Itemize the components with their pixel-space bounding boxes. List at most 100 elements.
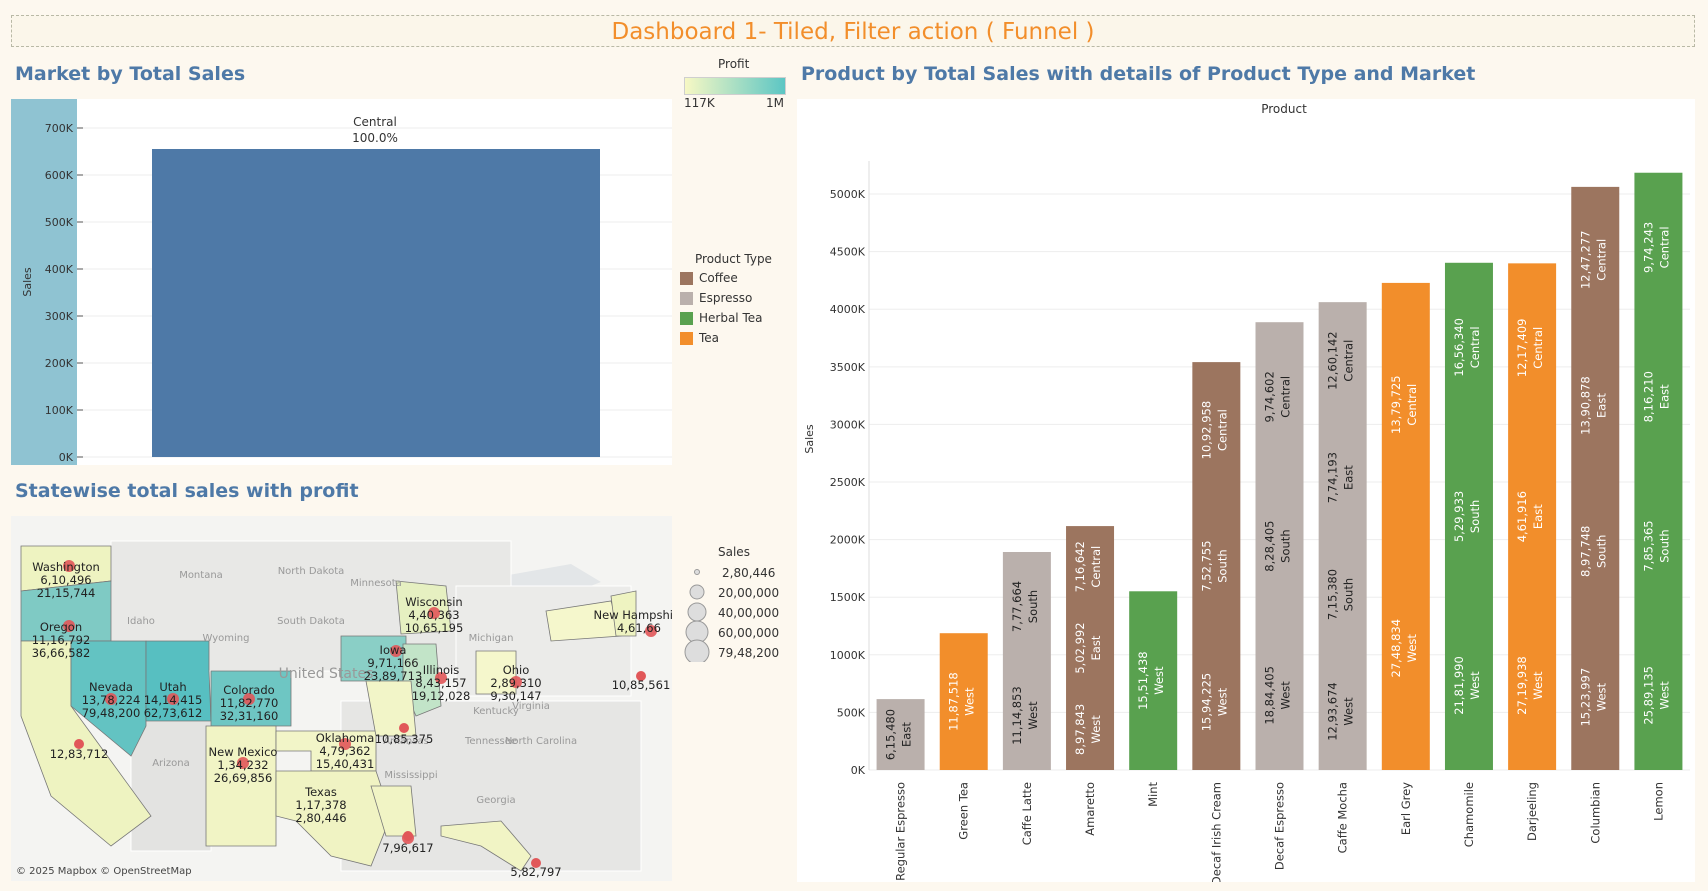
state-sub-label: 23,89,713	[364, 669, 423, 683]
product-bar	[1192, 362, 1241, 770]
market-y-tick-label: 300K	[45, 310, 74, 323]
profit-legend-min: 117K	[684, 96, 715, 110]
x-tick-label: Darjeeling	[1525, 782, 1539, 841]
map-bg-label: Georgia	[476, 795, 515, 806]
segment-market-label: West	[1279, 681, 1293, 710]
segment-market-label: South	[1279, 529, 1293, 562]
state-value-label: 12,83,712	[50, 747, 109, 761]
louisiana-state	[370, 785, 417, 837]
segment-market-label: East	[1531, 504, 1545, 529]
state-sub-label: 15,40,431	[316, 757, 375, 771]
market-bar-share: 100.0%	[352, 131, 398, 145]
state-sub-label: 32,31,160	[220, 709, 279, 723]
state-sales-dot	[243, 693, 255, 705]
market-y-tick-label: 200K	[45, 357, 74, 370]
state-sales-dot	[428, 607, 440, 619]
segment-value-label: 7,15,380	[1326, 569, 1340, 620]
state-name-label: Nevada	[89, 680, 133, 694]
product-chart-panel[interactable]: Product Sales 0K 500K 1000K 1500K 2000K 2500K 30…	[797, 99, 1695, 885]
state-sub-label: 10,65,195	[405, 621, 464, 635]
x-tick-label: Caffe Latte	[1020, 782, 1034, 845]
x-tick-label: Amaretto	[1083, 782, 1097, 836]
segment-value-label: 18,84,405	[1263, 666, 1277, 725]
segment-market-label: West	[1531, 671, 1545, 700]
segment-value-label: 13,79,725	[1389, 375, 1403, 434]
legend-label-espresso: Espresso	[699, 291, 753, 305]
segment-value-label: 7,74,193	[1326, 452, 1340, 503]
segment-value-label: 7,85,365	[1641, 520, 1655, 571]
size-legend-circle-3	[687, 602, 707, 622]
segment-market-label: East	[1089, 635, 1103, 660]
segment-market-label: West	[1089, 715, 1103, 744]
state-sales-label: 11,82,770	[220, 696, 279, 710]
espresso-swatch	[680, 292, 693, 305]
segment-value-label: 15,23,997	[1578, 668, 1592, 727]
segment-market-label: East	[1594, 393, 1608, 418]
legend-label-tea: Tea	[699, 331, 720, 345]
sales-legend-label-2: 20,00,000	[718, 586, 780, 600]
segment-value-label: 9,74,602	[1263, 371, 1277, 422]
segment-value-label: 5,02,992	[1073, 622, 1087, 673]
sales-legend-title: Sales	[718, 545, 750, 559]
segment-value-label: 12,47,277	[1578, 231, 1592, 290]
map-title: Statewise total sales with profit	[15, 480, 359, 502]
herbal-tea-swatch	[680, 312, 693, 325]
state-sales-dot	[510, 676, 522, 688]
segment-value-label: 6,15,480	[884, 709, 898, 760]
product-bar	[1066, 526, 1115, 770]
state-sales-dot	[390, 645, 402, 657]
florida-state	[440, 820, 532, 872]
x-tick-label: Lemon	[1651, 782, 1665, 821]
segment-market-label: West	[1468, 671, 1482, 700]
segment-value-label: 25,89,135	[1641, 666, 1655, 725]
state-name-label: Washington	[32, 560, 100, 574]
product-bar	[1318, 302, 1367, 770]
map-attribution: © 2025 Mapbox © OpenStreetMap	[16, 866, 192, 877]
segment-value-label: 7,16,642	[1073, 541, 1087, 592]
product-bar	[1571, 186, 1620, 770]
size-legend-circle-1	[694, 569, 700, 575]
size-legend-circle-2	[689, 584, 705, 600]
segment-value-label: 15,94,225	[1199, 673, 1213, 732]
state-value-label: 10,85,561	[612, 678, 671, 692]
y-axis-title: Sales	[803, 424, 816, 454]
segment-value-label: 13,90,878	[1578, 376, 1592, 435]
map-bg-label: United States	[279, 666, 374, 682]
map-bg-label: Mississippi	[384, 770, 437, 781]
market-y-tick-label: 600K	[45, 169, 74, 182]
sales-legend-label-3: 40,00,000	[718, 606, 780, 620]
segment-market-label: Central	[1215, 409, 1229, 451]
state-map-svg: Montana North Dakota Minnesota South Dakota…	[16, 540, 684, 879]
market-chart-panel[interactable]: 0K 100K 200K 300K 400K 500K 600K 700K Sales Centr…	[11, 99, 672, 465]
product-bar	[1444, 262, 1493, 770]
segment-value-label: 11,14,853	[1010, 686, 1024, 745]
segment-market-label: West	[1026, 701, 1040, 730]
market-bar-label: Central	[353, 115, 397, 129]
state-map-panel[interactable]: Montana North Dakota Minnesota South Dakota…	[11, 516, 684, 881]
state-sales-dot	[403, 831, 413, 841]
state-sub-label: 26,69,856	[214, 771, 273, 785]
state-name-label: Wisconsin	[405, 595, 462, 609]
state-name-label: New Hampshire	[594, 608, 672, 622]
segment-market-label: West	[1405, 634, 1419, 663]
map-bg-label: Minnesota	[350, 578, 402, 589]
market-axis-band	[11, 99, 77, 465]
segment-value-label: 15,51,438	[1136, 651, 1150, 710]
missouri-state	[365, 680, 417, 737]
new-hampshire-state	[610, 590, 637, 637]
state-sales-dot	[63, 620, 75, 632]
profit-color-ramp[interactable]	[684, 77, 786, 95]
state-sales-label: 4,40,363	[408, 608, 459, 622]
segment-market-label: South	[1026, 590, 1040, 623]
product-bar	[1129, 591, 1178, 770]
sales-legend-label-4: 60,00,000	[718, 626, 780, 640]
state-name-label: Oklahoma	[316, 731, 375, 745]
state-sales-dot	[435, 672, 447, 684]
map-bg-label: Idaho	[127, 616, 155, 627]
product-type-legend-title: Product Type	[695, 252, 772, 266]
map-bg-label: North Carolina	[505, 736, 577, 747]
segment-market-label: West	[1152, 666, 1166, 695]
segment-value-label: 12,60,142	[1326, 331, 1340, 390]
segment-market-label: South	[1342, 578, 1356, 611]
arizona-region	[130, 720, 212, 852]
